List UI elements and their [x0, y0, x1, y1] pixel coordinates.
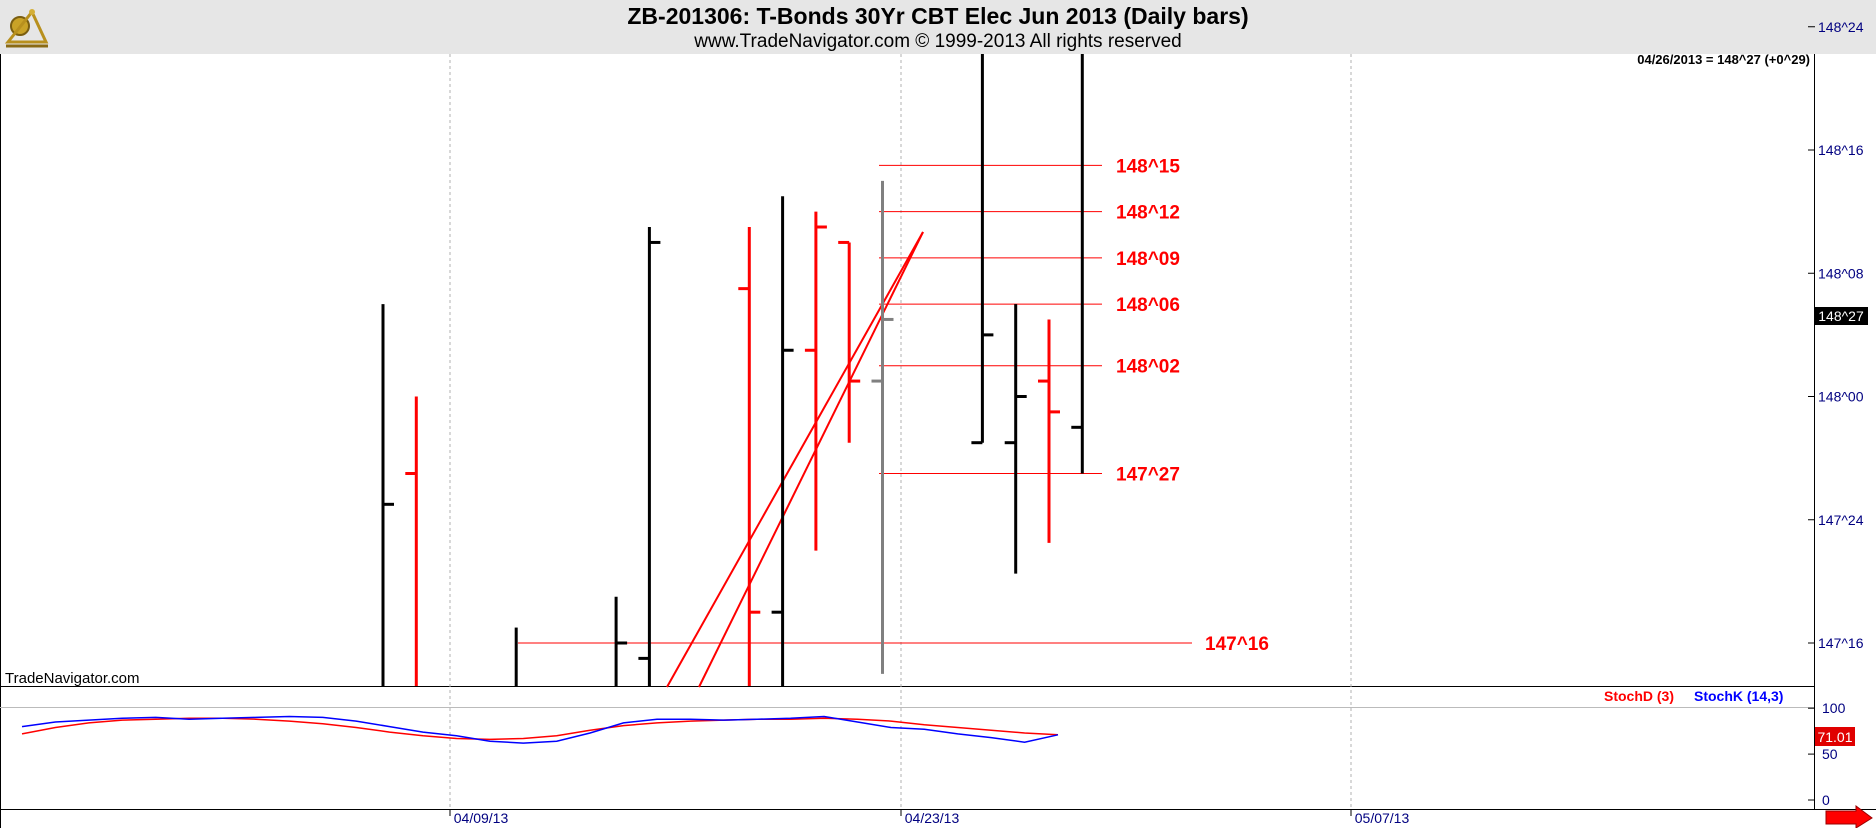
stoch-tag: 71.01	[1817, 729, 1852, 745]
price-tag-box	[1815, 307, 1868, 325]
last-quote-text: 04/26/2013 = 148^27 (+0^29)	[1637, 52, 1810, 67]
price-tick-label: 147^24	[1818, 512, 1864, 528]
time-axis: 04/09/13 04/23/13 05/07/13	[449, 810, 1410, 826]
price-tick-label: 147^16	[1818, 635, 1864, 651]
level-label: 148^02	[1116, 357, 1180, 378]
chart-subtitle: www.TradeNavigator.com © 1999-2013 All r…	[694, 31, 1182, 52]
trendline	[698, 231, 924, 688]
stochk-legend: StochK (14,3)	[1694, 688, 1783, 704]
trendlines	[666, 231, 924, 688]
stoch-tick-label: 100	[1822, 700, 1846, 716]
price-tick-label: 148^08	[1818, 265, 1864, 281]
date-tick-label: 04/09/13	[454, 810, 509, 826]
price-axis: 147^16147^24148^00148^08148^16148^24149^…	[1808, 19, 1864, 651]
date-tick-label: 05/07/13	[1355, 810, 1410, 826]
stoch-tick-label: 0	[1822, 792, 1830, 808]
level-label: 148^15	[1116, 156, 1180, 177]
stochastic-panel: 100 50 0	[21, 700, 1846, 808]
stoch-tag-box	[1815, 727, 1855, 746]
price-tick-label: 148^00	[1818, 389, 1864, 405]
level-label: 148^12	[1116, 203, 1180, 224]
ohlc-bars	[381, 54, 1084, 686]
chart-title: ZB-201306: T-Bonds 30Yr CBT Elec Jun 201…	[627, 3, 1249, 29]
level-label: 147^27	[1116, 465, 1180, 486]
price-tick-label: 148^16	[1818, 142, 1864, 158]
stochd-legend: StochD (3)	[1604, 688, 1674, 704]
level-label: 148^06	[1116, 295, 1180, 316]
date-tick-label: 04/23/13	[905, 810, 960, 826]
level-label: 147^16	[1205, 634, 1269, 655]
price-tick-label: 148^24	[1818, 19, 1864, 35]
level-label: 148^09	[1116, 249, 1180, 270]
red-right-arrow-icon[interactable]	[1825, 805, 1873, 828]
header-bar	[0, 0, 1876, 54]
price-tag: 148^27	[1818, 308, 1864, 324]
trendline	[666, 231, 924, 688]
stochk-line	[21, 715, 1059, 744]
gold-sextant-logo-icon	[2, 2, 52, 52]
fib-levels: 149^24149^17149^10149^03149^00148^15148^…	[518, 156, 1269, 655]
watermark: TradeNavigator.com	[5, 670, 140, 687]
stoch-tick-label: 50	[1822, 746, 1838, 762]
